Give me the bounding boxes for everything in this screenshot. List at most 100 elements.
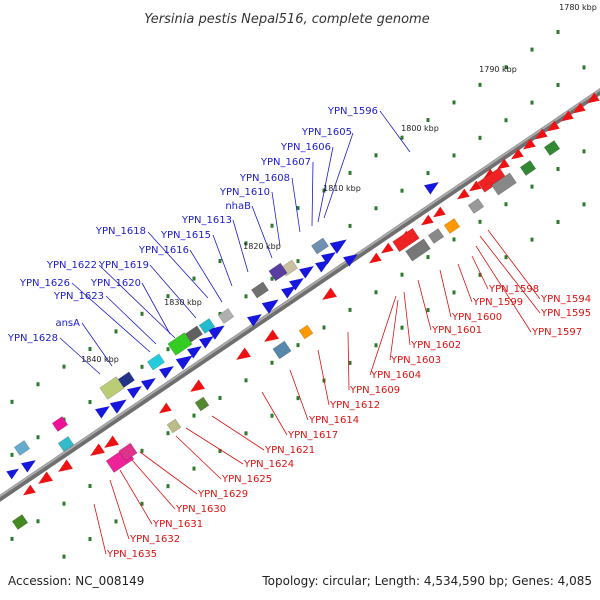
gene-label-ypn-1612[interactable]: YPN_1612 [329,400,380,411]
tick-dot [192,413,196,418]
label-leader-line [323,132,354,219]
reverse-cds [190,379,205,392]
gene-label-ypn-1595[interactable]: YPN_1595 [540,308,591,319]
gene-label-nhab[interactable]: nhaB [225,201,251,212]
gene-label-ypn-1628[interactable]: YPN_1628 [7,333,58,344]
gene-label-ypn-1607[interactable]: YPN_1607 [260,157,311,168]
gene-label-ypn-1610[interactable]: YPN_1610 [219,187,270,198]
gene-label-ypn-1623[interactable]: YPN_1623 [53,291,104,302]
label-leader-line [475,245,532,333]
gene-label-ypn-1604[interactable]: YPN_1604 [370,370,421,381]
gene-label-ypn-1597[interactable]: YPN_1597 [531,327,582,338]
tick-dot [426,255,430,260]
gene-label-ypn-1609[interactable]: YPN_1609 [349,385,400,396]
gene-label-ypn-1626[interactable]: YPN_1626 [19,278,70,289]
tick-dot [582,202,586,207]
gene-label-ypn-1625[interactable]: YPN_1625 [221,474,272,485]
gene-label-ypn-1619[interactable]: YPN_1619 [98,260,149,271]
gene-label-ypn-1599[interactable]: YPN_1599 [472,297,523,308]
gene-label-ypn-1596[interactable]: YPN_1596 [327,106,378,117]
gene-label-ypn-1614[interactable]: YPN_1614 [308,415,359,426]
gene-label-ypn-1635[interactable]: YPN_1635 [106,549,157,560]
gene-label-ypn-1617[interactable]: YPN_1617 [287,430,338,441]
reverse-cds-box [166,418,182,434]
tick-dot [348,307,352,312]
tick-dot [556,220,560,224]
tick-dot [62,501,66,506]
tick-dot [452,237,456,242]
label-leader-line [119,469,153,525]
gene-label-ypn-1615[interactable]: YPN_1615 [160,230,211,241]
tick-dot [140,501,144,506]
label-leader-line [232,219,249,273]
gene-label-ypn-1608[interactable]: YPN_1608 [239,173,290,184]
reverse-cds-box [11,514,29,530]
tick-dot [218,395,222,400]
tick-dot [244,294,248,299]
label-leader-line [369,295,397,376]
reverse-cds [561,110,574,122]
gene-label-ypn-1613[interactable]: YPN_1613 [181,215,232,226]
label-leader-line [317,146,334,223]
label-leader-line [417,279,432,331]
tick-dot [270,223,274,228]
label-leader-line [389,299,399,361]
tick-dot [504,255,508,260]
gene-label-ypn-1601[interactable]: YPN_1601 [431,325,482,336]
forward-cds [199,336,214,349]
tick-dot [504,202,508,207]
tick-dot [400,325,404,330]
gene-label-ypn-1624[interactable]: YPN_1624 [243,459,294,470]
forward-cds-box [13,440,31,456]
tick-dot [166,484,170,489]
gene-label-ansa[interactable]: ansA [55,318,80,329]
forward-cds-box [99,376,125,400]
genome-backbone [0,88,600,502]
gene-label-ypn-1632[interactable]: YPN_1632 [129,534,180,545]
gene-label-ypn-1616[interactable]: YPN_1616 [138,245,189,256]
reverse-cds [369,252,382,264]
accession-text: Accession: NC_008149 [8,574,145,588]
reverse-cds-box [57,436,75,452]
tick-dot [244,378,248,383]
tick-dot [36,519,40,524]
gene-label-ypn-1605[interactable]: YPN_1605 [301,127,352,138]
label-leader-line [147,231,209,299]
reverse-cds [322,287,337,300]
gene-label-ypn-1621[interactable]: YPN_1621 [264,445,315,456]
label-leader-line [291,177,301,233]
tick-dot [374,153,378,158]
tick-dot [426,171,430,176]
gene-label-ypn-1600[interactable]: YPN_1600 [451,312,502,323]
gene-label-ypn-1618[interactable]: YPN_1618 [95,226,146,237]
gene-label-ypn-1629[interactable]: YPN_1629 [197,489,248,500]
label-leader-line [311,161,314,227]
label-leader-line [457,263,473,303]
forward-cds-box [147,353,165,371]
label-leader-line [471,255,489,290]
label-leader-line [81,322,113,367]
tick-dot [582,149,586,154]
gene-label-ypn-1602[interactable]: YPN_1602 [410,340,461,351]
gene-label-ypn-1622[interactable]: YPN_1622 [46,260,97,271]
gene-label-ypn-1598[interactable]: YPN_1598 [488,284,539,295]
gene-label-ypn-1620[interactable]: YPN_1620 [90,278,141,289]
tick-dot [270,413,274,418]
tick-dot [88,484,92,489]
forward-cds [95,406,110,419]
gene-label-ypn-1603[interactable]: YPN_1603 [390,355,441,366]
label-leader-line [379,110,411,153]
gene-label-ypn-1630[interactable]: YPN_1630 [175,504,226,515]
forward-cds [343,254,358,267]
tick-label-1790: 1790 kbp [479,65,517,74]
reverse-cds [90,443,105,456]
forward-cds-box [311,237,329,255]
reverse-cds-box [543,140,561,156]
forward-cds [281,286,296,299]
gene-label-ypn-1606[interactable]: YPN_1606 [280,142,331,153]
tick-dot [504,65,508,70]
label-leader-line [131,459,176,510]
label-leader-line [98,264,176,339]
gene-label-ypn-1631[interactable]: YPN_1631 [152,519,203,530]
gene-label-ypn-1594[interactable]: YPN_1594 [540,294,591,305]
